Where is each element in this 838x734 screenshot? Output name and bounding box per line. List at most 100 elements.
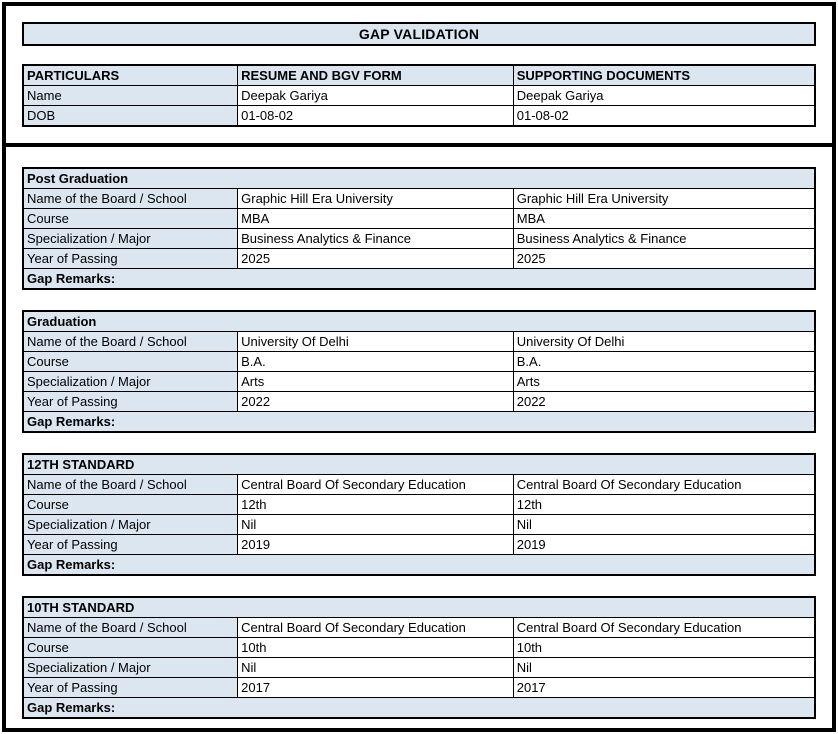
gap-remarks-row: Gap Remarks: <box>22 697 816 719</box>
education-section-table: Post Graduation Name of the Board / Scho… <box>22 167 816 290</box>
particulars-header-row: PARTICULARS RESUME AND BGV FORM SUPPORTI… <box>22 64 816 86</box>
field-label-cell: Specialization / Major <box>22 371 239 392</box>
supporting-value-cell: Nil <box>512 514 816 535</box>
supporting-value-cell: MBA <box>512 208 816 229</box>
resume-value-cell: Arts <box>237 371 514 392</box>
table-row: Year of Passing 2025 2025 <box>22 248 816 269</box>
supporting-value-cell: 2017 <box>512 677 816 698</box>
field-label-cell: Name <box>22 85 239 106</box>
table-row: Name Deepak Gariya Deepak Gariya <box>22 85 816 106</box>
field-label-cell: Name of the Board / School <box>22 331 239 352</box>
gap-remarks-label: Gap Remarks: <box>22 268 816 290</box>
column-header-particulars: PARTICULARS <box>22 64 239 86</box>
section-title: 12TH STANDARD <box>22 453 816 475</box>
table-row: Name of the Board / School Central Board… <box>22 474 816 495</box>
supporting-value-cell: 12th <box>512 494 816 515</box>
column-header-resume-bgv-form: RESUME AND BGV FORM <box>237 64 514 86</box>
table-row: Year of Passing 2017 2017 <box>22 677 816 698</box>
field-label-cell: Course <box>22 637 239 658</box>
table-row: Specialization / Major Arts Arts <box>22 371 816 392</box>
gap-remarks-label: Gap Remarks: <box>22 411 816 433</box>
education-section-table: 12TH STANDARD Name of the Board / School… <box>22 453 816 576</box>
resume-value-cell: 12th <box>237 494 514 515</box>
section-title-row: 10TH STANDARD <box>22 596 816 618</box>
resume-value-cell: Central Board Of Secondary Education <box>237 617 514 638</box>
section-title-row: Post Graduation <box>22 167 816 189</box>
table-row: Specialization / Major Business Analytic… <box>22 228 816 249</box>
section-title: Post Graduation <box>22 167 816 189</box>
table-row: Name of the Board / School University Of… <box>22 331 816 352</box>
gap-remarks-row: Gap Remarks: <box>22 554 816 576</box>
section-title: 10TH STANDARD <box>22 596 816 618</box>
supporting-value-cell: 01-08-02 <box>512 105 816 127</box>
supporting-value-cell: Nil <box>512 657 816 678</box>
supporting-value-cell: Graphic Hill Era University <box>512 188 816 209</box>
particulars-table: PARTICULARS RESUME AND BGV FORM SUPPORTI… <box>22 64 816 127</box>
resume-value-cell: Central Board Of Secondary Education <box>237 474 514 495</box>
field-label-cell: Course <box>22 494 239 515</box>
table-row: Course MBA MBA <box>22 208 816 229</box>
supporting-value-cell: Arts <box>512 371 816 392</box>
field-label-cell: Specialization / Major <box>22 228 239 249</box>
supporting-value-cell: 2025 <box>512 248 816 269</box>
supporting-value-cell: Central Board Of Secondary Education <box>512 474 816 495</box>
gap-remarks-label: Gap Remarks: <box>22 697 816 719</box>
resume-value-cell: 2022 <box>237 391 514 412</box>
field-label-cell: Course <box>22 208 239 229</box>
resume-value-cell: 2025 <box>237 248 514 269</box>
resume-value-cell: B.A. <box>237 351 514 372</box>
field-label-cell: Specialization / Major <box>22 514 239 535</box>
table-row: Course 12th 12th <box>22 494 816 515</box>
supporting-value-cell: 10th <box>512 637 816 658</box>
table-row: Specialization / Major Nil Nil <box>22 514 816 535</box>
supporting-value-cell: 2019 <box>512 534 816 555</box>
resume-value-cell: MBA <box>237 208 514 229</box>
section-title-row: Graduation <box>22 310 816 332</box>
resume-value-cell: University Of Delhi <box>237 331 514 352</box>
field-label-cell: Name of the Board / School <box>22 474 239 495</box>
education-section-table: Graduation Name of the Board / School Un… <box>22 310 816 433</box>
supporting-value-cell: University Of Delhi <box>512 331 816 352</box>
field-label-cell: Name of the Board / School <box>22 617 239 638</box>
resume-value-cell: Graphic Hill Era University <box>237 188 514 209</box>
resume-value-cell: 2017 <box>237 677 514 698</box>
page-title: GAP VALIDATION <box>22 22 816 46</box>
table-row: Year of Passing 2019 2019 <box>22 534 816 555</box>
resume-value-cell: 10th <box>237 637 514 658</box>
section-divider <box>6 143 832 147</box>
education-section-table: 10TH STANDARD Name of the Board / School… <box>22 596 816 719</box>
field-label-cell: Course <box>22 351 239 372</box>
education-sections: Post Graduation Name of the Board / Scho… <box>22 167 816 719</box>
supporting-value-cell: Central Board Of Secondary Education <box>512 617 816 638</box>
supporting-value-cell: B.A. <box>512 351 816 372</box>
field-label-cell: Name of the Board / School <box>22 188 239 209</box>
gap-remarks-row: Gap Remarks: <box>22 268 816 290</box>
gap-remarks-row: Gap Remarks: <box>22 411 816 433</box>
resume-value-cell: Deepak Gariya <box>237 85 514 106</box>
section-title-row: 12TH STANDARD <box>22 453 816 475</box>
table-row: Course 10th 10th <box>22 637 816 658</box>
field-label-cell: Year of Passing <box>22 391 239 412</box>
field-label-cell: Year of Passing <box>22 534 239 555</box>
resume-value-cell: 01-08-02 <box>237 105 514 127</box>
table-row: Course B.A. B.A. <box>22 351 816 372</box>
table-row: Name of the Board / School Graphic Hill … <box>22 188 816 209</box>
field-label-cell: Year of Passing <box>22 677 239 698</box>
resume-value-cell: Nil <box>237 514 514 535</box>
field-label-cell: Specialization / Major <box>22 657 239 678</box>
table-row: Name of the Board / School Central Board… <box>22 617 816 638</box>
table-row: Specialization / Major Nil Nil <box>22 657 816 678</box>
supporting-value-cell: 2022 <box>512 391 816 412</box>
column-header-supporting-documents: SUPPORTING DOCUMENTS <box>512 64 816 86</box>
supporting-value-cell: Deepak Gariya <box>512 85 816 106</box>
field-label-cell: Year of Passing <box>22 248 239 269</box>
table-row: Year of Passing 2022 2022 <box>22 391 816 412</box>
resume-value-cell: Nil <box>237 657 514 678</box>
gap-remarks-label: Gap Remarks: <box>22 554 816 576</box>
section-title: Graduation <box>22 310 816 332</box>
resume-value-cell: 2019 <box>237 534 514 555</box>
field-label-cell: DOB <box>22 105 239 127</box>
resume-value-cell: Business Analytics & Finance <box>237 228 514 249</box>
supporting-value-cell: Business Analytics & Finance <box>512 228 816 249</box>
